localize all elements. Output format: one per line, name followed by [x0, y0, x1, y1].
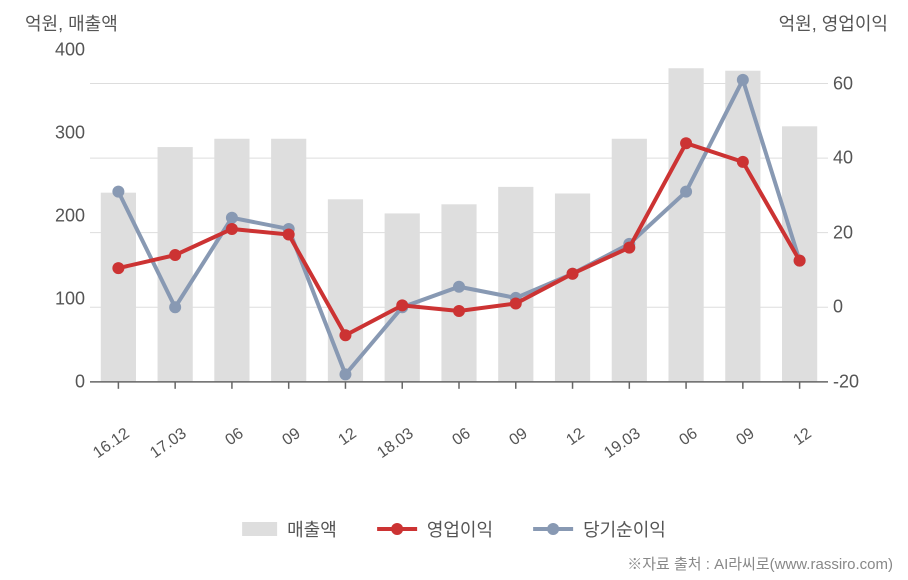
series-marker — [510, 298, 522, 310]
y-right-tick-label: 60 — [833, 73, 878, 94]
x-tick-label: 18.03 — [358, 425, 417, 474]
x-tick-label: 12 — [528, 425, 587, 474]
bar — [668, 68, 703, 382]
x-tick-label: 16.12 — [74, 425, 133, 474]
legend-swatch-bar — [242, 522, 277, 536]
x-tick-label: 06 — [415, 425, 474, 474]
bar — [214, 139, 249, 382]
legend-label: 당기순이익 — [583, 516, 666, 542]
bar — [555, 194, 590, 382]
series-marker — [737, 156, 749, 168]
legend-swatch-line — [533, 527, 573, 531]
series-marker — [226, 223, 238, 235]
series-marker — [396, 299, 408, 311]
x-tick-label: 12 — [301, 425, 360, 474]
legend-swatch-line — [377, 527, 417, 531]
series-marker — [680, 186, 692, 198]
legend-swatch-dot — [547, 523, 559, 535]
x-tick-label: 09 — [472, 425, 531, 474]
series-marker — [339, 329, 351, 341]
series-marker — [453, 305, 465, 317]
x-tick-label: 17.03 — [131, 425, 190, 474]
legend-item: 당기순이익 — [533, 516, 666, 542]
series-marker — [794, 255, 806, 267]
plot-area — [90, 50, 828, 415]
footnote: ※자료 출처 : AI라씨로(www.rassiro.com) — [627, 553, 893, 574]
legend-item: 매출액 — [242, 516, 337, 542]
chart-svg — [90, 50, 828, 415]
x-tick-label: 12 — [755, 425, 814, 474]
y-left-tick-label: 100 — [40, 288, 85, 309]
legend-label: 매출액 — [287, 516, 337, 542]
series-marker — [226, 212, 238, 224]
series-marker — [737, 74, 749, 86]
bar — [328, 199, 363, 382]
series-marker — [169, 249, 181, 261]
y-left-tick-label: 200 — [40, 205, 85, 226]
series-marker — [453, 281, 465, 293]
legend-swatch-dot — [391, 523, 403, 535]
chart-container: 억원, 매출액 억원, 영업이익 매출액 영업이익 당기순이익 ※자료 출처 : A… — [0, 0, 908, 580]
bar — [498, 187, 533, 382]
series-marker — [680, 137, 692, 149]
x-tick-label: 09 — [245, 425, 304, 474]
bar — [612, 139, 647, 382]
y-left-tick-label: 400 — [40, 40, 85, 61]
x-tick-label: 06 — [188, 425, 247, 474]
series-marker — [169, 301, 181, 313]
series-marker — [567, 268, 579, 280]
series-marker — [339, 368, 351, 380]
series-marker — [112, 262, 124, 274]
series-marker — [283, 229, 295, 241]
y-left-tick-label: 300 — [40, 122, 85, 143]
y-left-tick-label: 0 — [40, 371, 85, 392]
x-tick-label: 19.03 — [585, 425, 644, 474]
bar — [158, 147, 193, 382]
y-right-title: 억원, 영업이익 — [779, 10, 888, 36]
y-right-tick-label: 40 — [833, 148, 878, 169]
y-left-title: 억원, 매출액 — [25, 10, 118, 36]
y-right-tick-label: 0 — [833, 297, 878, 318]
y-right-tick-label: 20 — [833, 222, 878, 243]
legend-label: 영업이익 — [427, 516, 493, 542]
x-tick-label: 09 — [699, 425, 758, 474]
y-right-tick-label: -20 — [833, 371, 878, 392]
legend: 매출액 영업이익 당기순이익 — [242, 516, 666, 542]
bar — [385, 213, 420, 381]
series-marker — [623, 242, 635, 254]
legend-item: 영업이익 — [377, 516, 493, 542]
series-marker — [112, 186, 124, 198]
x-tick-label: 06 — [642, 425, 701, 474]
